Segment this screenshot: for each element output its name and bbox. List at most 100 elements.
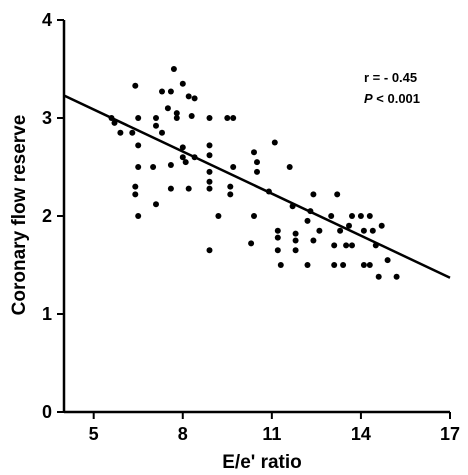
data-point [292, 237, 299, 244]
data-point [248, 240, 255, 247]
x-tick-label: 8 [178, 424, 188, 444]
data-point [173, 110, 180, 117]
data-point [153, 122, 159, 129]
data-point [254, 168, 260, 175]
data-point [274, 234, 281, 241]
data-point [378, 222, 385, 229]
data-point [182, 159, 189, 166]
data-point [185, 185, 192, 192]
data-point [286, 164, 293, 170]
data-point [251, 213, 257, 219]
data-point [167, 162, 174, 168]
p-value-symbol: P [364, 91, 373, 106]
data-point [271, 139, 278, 146]
data-point [135, 115, 142, 121]
y-tick-label: 1 [42, 304, 52, 324]
data-point [206, 247, 213, 254]
data-point [206, 142, 213, 149]
data-point [227, 191, 234, 198]
data-point [132, 191, 139, 198]
p-value-text: < 0.001 [373, 91, 420, 106]
data-point [349, 213, 355, 219]
data-point [393, 273, 400, 280]
data-point [357, 213, 364, 219]
plot-area: 5 8 11 14 17 0 1 2 3 4 [42, 10, 460, 444]
x-tick-label: 11 [262, 424, 281, 444]
data-point [331, 262, 338, 268]
data-point [206, 185, 213, 192]
data-point [153, 115, 159, 121]
data-point [206, 115, 213, 121]
data-point [135, 164, 142, 170]
data-point [179, 144, 186, 151]
p-value-annotation: P < 0.001 [364, 91, 420, 106]
data-point [135, 142, 142, 149]
data-point [360, 262, 367, 268]
data-point [292, 230, 299, 237]
data-point [334, 191, 341, 198]
data-point [310, 191, 317, 198]
data-point [254, 159, 260, 166]
data-point [349, 242, 355, 249]
data-point [135, 213, 142, 219]
data-point [227, 183, 234, 190]
x-tick-label: 5 [89, 424, 99, 444]
data-point [159, 88, 165, 95]
data-point [164, 105, 171, 112]
data-point [129, 129, 136, 136]
data-point [274, 247, 281, 254]
data-point [366, 213, 373, 219]
x-tick-label: 14 [351, 424, 371, 444]
data-point [340, 262, 347, 268]
data-point [230, 115, 237, 121]
regression-line [63, 94, 451, 279]
data-point [331, 242, 338, 249]
data-point [167, 88, 174, 95]
x-axis-title: E/e' ratio [222, 452, 302, 473]
correlation-annotation: r = - 0.45 [364, 70, 417, 85]
y-tick-label: 3 [42, 108, 52, 128]
data-point [369, 227, 376, 234]
data-point [310, 237, 317, 244]
data-point [159, 129, 165, 136]
data-point [132, 183, 139, 190]
data-point [185, 93, 192, 100]
data-point [328, 213, 335, 219]
data-point [224, 115, 231, 121]
x-tick-label: 17 [440, 424, 460, 444]
data-point [292, 247, 299, 254]
data-point [375, 273, 382, 280]
data-point [346, 222, 352, 229]
y-tick-label: 0 [42, 402, 52, 422]
x-axis-ticks: 5 8 11 14 17 [89, 412, 460, 444]
data-point [206, 168, 213, 175]
data-point [360, 227, 367, 234]
data-point [277, 262, 284, 268]
data-point [132, 82, 139, 89]
data-point [215, 213, 222, 219]
data-point [304, 262, 311, 268]
data-point [304, 217, 311, 224]
data-point [170, 66, 177, 72]
data-point [111, 119, 118, 126]
data-point [188, 113, 195, 119]
data-point [337, 227, 344, 234]
data-point [167, 185, 174, 192]
data-point [191, 95, 198, 102]
data-point [117, 129, 124, 136]
y-tick-label: 4 [42, 10, 52, 30]
y-axis-title: Coronary flow reserve [9, 115, 30, 316]
data-point [230, 164, 237, 170]
y-tick-label: 2 [42, 206, 52, 226]
data-point [206, 178, 213, 185]
data-point [316, 227, 323, 234]
data-point [274, 227, 281, 234]
data-point [366, 262, 373, 268]
data-point [384, 257, 391, 264]
data-point [150, 164, 157, 170]
data-point [179, 154, 186, 161]
data-point [206, 152, 213, 159]
data-point [173, 115, 180, 121]
data-points [108, 66, 400, 280]
